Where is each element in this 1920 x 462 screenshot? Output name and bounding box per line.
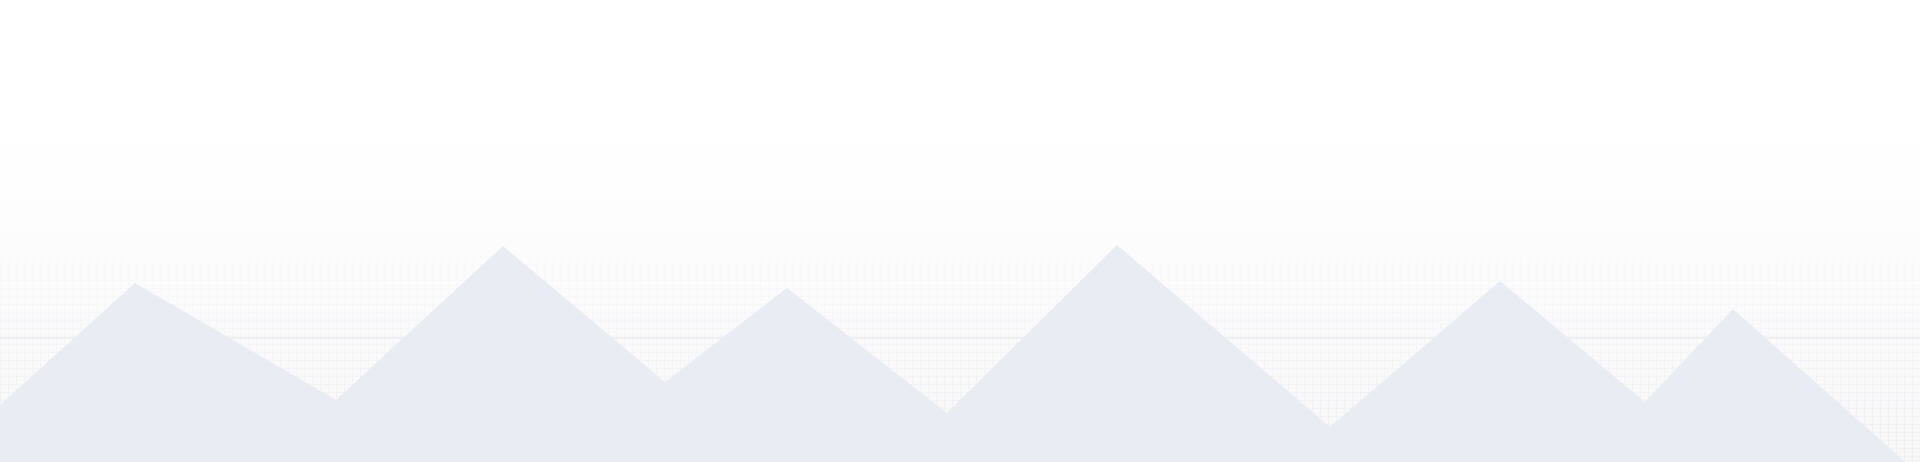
- mountain-range-shape: [0, 245, 1920, 462]
